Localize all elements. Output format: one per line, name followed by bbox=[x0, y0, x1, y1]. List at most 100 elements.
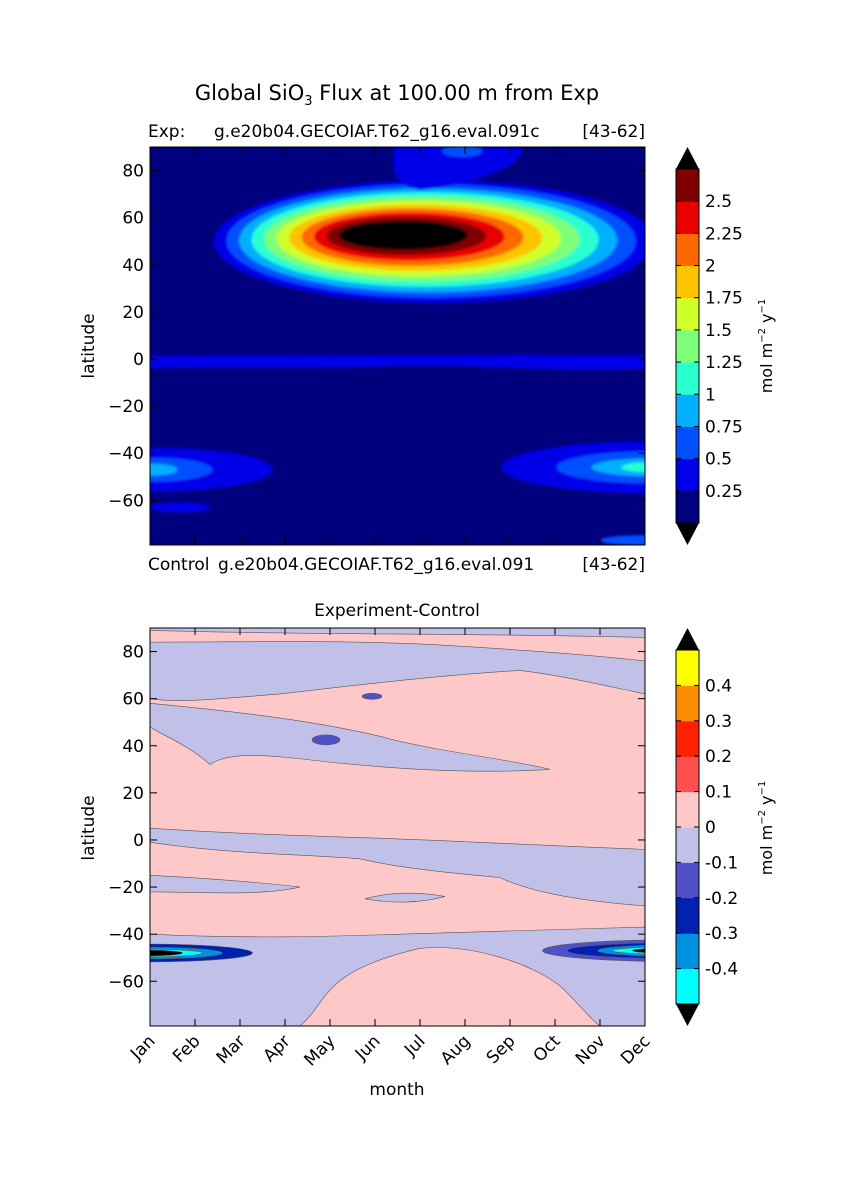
bottom-colorbar-segment bbox=[676, 897, 699, 934]
bottom-southern-late-contour bbox=[632, 948, 645, 953]
top-colorbar-tick-label: 0.5 bbox=[705, 450, 732, 470]
top-colorbar-tick-label: 1.75 bbox=[705, 289, 743, 309]
bottom-colorbar-tick-label: -0.4 bbox=[705, 960, 738, 980]
bottom-arctic-negative bbox=[150, 628, 645, 638]
top-below-label-left: Control bbox=[148, 555, 209, 575]
top-colorbar-segment bbox=[676, 490, 699, 524]
bottom-colorbar-tick-label: 0 bbox=[705, 818, 716, 838]
top-colorbar: 0.25 0.5 0.75 1 1.25 1.5 1.75 2 2.25 2.5 bbox=[675, 147, 743, 545]
top-southern-early-contour bbox=[150, 463, 178, 476]
bottom-xtick-label: Jan bbox=[126, 1031, 159, 1064]
top-colorbar-tick-label: 1.5 bbox=[705, 321, 732, 341]
bottom-southern-early-contour bbox=[150, 948, 203, 958]
top-colorbar-segment bbox=[676, 169, 699, 202]
bottom-colorbar-segment bbox=[676, 650, 699, 686]
top-colorbar-tick-label: 2 bbox=[705, 257, 716, 277]
top-southern-late-contour bbox=[621, 462, 645, 473]
top-colorbar-tick-label: 2.5 bbox=[705, 192, 732, 212]
bottom-colorbar-extend-low bbox=[676, 1004, 699, 1026]
bottom-center-title: Experiment-Control bbox=[314, 601, 480, 621]
bottom-plot-frame bbox=[149, 627, 646, 1027]
top-arctic-region bbox=[393, 147, 522, 190]
bottom-xtick-label: May bbox=[301, 1031, 340, 1070]
bottom-colorbar-tick-label: 0.4 bbox=[705, 676, 732, 696]
bottom-ytick-label: −40 bbox=[108, 925, 144, 945]
top-ytick-label: 0 bbox=[133, 350, 144, 370]
top-colorbar-segment bbox=[676, 362, 699, 395]
bottom-colorbar-segment bbox=[676, 791, 699, 828]
top-colorbar-segment bbox=[676, 329, 699, 363]
top-below-label-center: g.e20b04.GECOIAF.T62_g16.eval.091 bbox=[218, 555, 534, 575]
bottom-colorbar-segment bbox=[676, 933, 699, 970]
top-colorbar-tick-label: 1.25 bbox=[705, 353, 743, 373]
top-equatorial-band bbox=[150, 355, 645, 370]
top-colorbar-segment bbox=[676, 201, 699, 234]
top-southern-early-patch bbox=[150, 502, 210, 513]
bottom-subpolar-minimum bbox=[361, 692, 383, 700]
bottom-ytick-label: 0 bbox=[133, 831, 144, 851]
top-colorbar-segment bbox=[676, 233, 699, 267]
top-colorbar-tick-label: 2.25 bbox=[705, 224, 743, 244]
bottom-colorbar-segment bbox=[676, 685, 699, 722]
top-colorbar-segment bbox=[676, 394, 699, 427]
bottom-colorbar-tick-label: 0.3 bbox=[705, 712, 732, 732]
top-plot-area bbox=[150, 147, 645, 545]
bottom-colorbar-segment bbox=[676, 827, 699, 863]
top-colorbar-extend-low bbox=[676, 523, 699, 545]
top-ytick-label: 60 bbox=[122, 209, 144, 229]
bottom-ytick-label: −60 bbox=[108, 972, 144, 992]
bottom-ytick-label: 20 bbox=[122, 784, 144, 804]
top-bloom-contour bbox=[339, 220, 468, 250]
bottom-xtick-label: Nov bbox=[572, 1031, 610, 1069]
top-southern-late-contour bbox=[501, 441, 645, 494]
top-ytick-label: 40 bbox=[122, 256, 144, 276]
bottom-xtick-label: Aug bbox=[437, 1031, 475, 1069]
bottom-equatorial-negative bbox=[150, 827, 645, 907]
bottom-colorbar-segment bbox=[676, 862, 699, 899]
figure-title: Global SiO3 Flux at 100.00 m from Exp bbox=[195, 81, 599, 109]
bottom-xtick-label: Dec bbox=[617, 1031, 654, 1068]
bottom-colorbar-tick-label: -0.3 bbox=[705, 924, 738, 944]
bottom-colorbar-segment bbox=[676, 720, 699, 757]
top-ytick-label: 80 bbox=[122, 162, 144, 182]
top-colorbar-extend-high bbox=[676, 147, 699, 169]
top-colorbar-segment bbox=[676, 297, 699, 331]
top-ytick-label: −60 bbox=[108, 491, 144, 511]
bottom-plot-area bbox=[150, 628, 645, 1026]
top-colorbar-frame bbox=[675, 168, 700, 524]
bottom-ytick-label: 40 bbox=[122, 737, 144, 757]
top-center-title: g.e20b04.GECOIAF.T62_g16.eval.091c bbox=[214, 122, 540, 142]
bottom-colorbar-tick-label: -0.2 bbox=[705, 889, 738, 909]
bottom-ytick-label: −20 bbox=[108, 878, 144, 898]
top-left-title: Exp: bbox=[148, 122, 185, 142]
top-colorbar-segment bbox=[676, 265, 699, 299]
bottom-midlatitude-negative bbox=[150, 703, 551, 772]
bottom-xtick-label: Sep bbox=[483, 1031, 520, 1068]
top-y-axis-label: latitude bbox=[79, 313, 99, 378]
top-arctic-patch bbox=[442, 147, 482, 157]
bottom-tropical-negative-2 bbox=[364, 892, 446, 903]
bottom-xtick-label: Feb bbox=[169, 1031, 204, 1066]
top-plot-frame bbox=[149, 146, 646, 546]
top-ytick-label: −40 bbox=[108, 444, 144, 464]
bottom-colorbar-tick-label: -0.1 bbox=[705, 853, 738, 873]
top-colorbar-label: mol m−2 y−1 bbox=[757, 299, 776, 394]
top-colorbar-tick-label: 0.75 bbox=[705, 417, 743, 437]
top-ytick-label: 20 bbox=[122, 303, 144, 323]
bottom-tropical-negative bbox=[150, 874, 301, 894]
bottom-colorbar: -0.4 -0.3 -0.2 -0.1 0 0.1 0.2 0.3 0.4 bbox=[675, 628, 738, 1026]
bottom-y-axis-label: latitude bbox=[79, 795, 99, 860]
bottom-colorbar-extend-high bbox=[676, 628, 699, 650]
top-right-title: [43-62] bbox=[582, 122, 645, 142]
bottom-xtick-label: Jul bbox=[400, 1031, 429, 1060]
bottom-x-axis-label: month bbox=[369, 1080, 424, 1100]
bottom-xtick-label: Oct bbox=[530, 1031, 565, 1066]
top-colorbar-tick-label: 0.25 bbox=[705, 482, 743, 502]
bottom-ytick-label: 80 bbox=[122, 643, 144, 663]
top-below-label-right: [43-62] bbox=[582, 555, 645, 575]
top-southern-late-contour bbox=[591, 458, 645, 477]
top-colorbar-tick-label: 1 bbox=[705, 385, 716, 405]
bottom-xtick-label: Mar bbox=[213, 1031, 250, 1068]
top-antarctic-patch bbox=[600, 535, 645, 545]
